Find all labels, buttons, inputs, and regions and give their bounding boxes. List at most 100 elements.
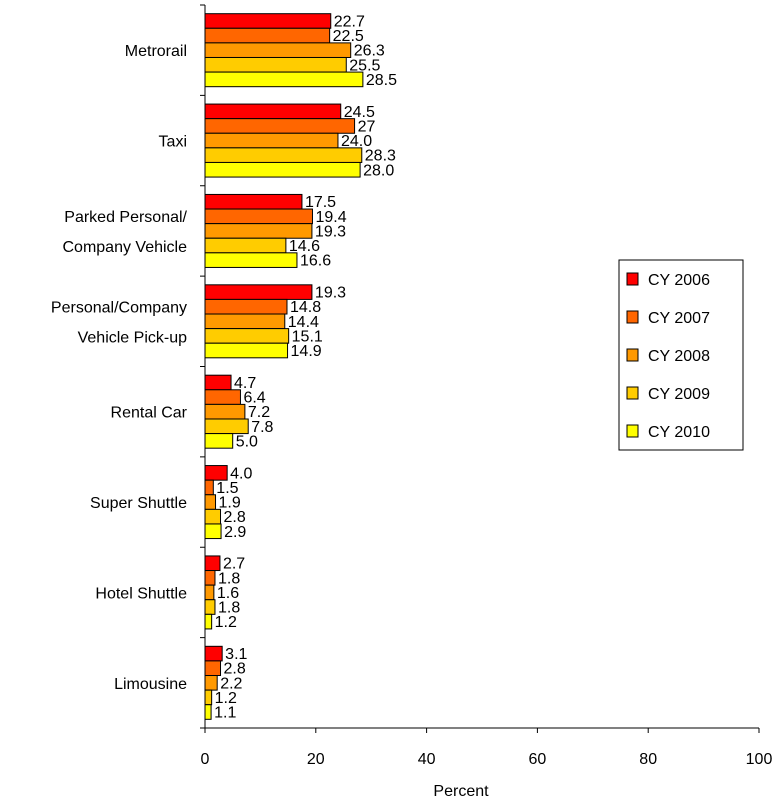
value-label: 14.8 xyxy=(290,299,321,316)
bar xyxy=(204,118,356,134)
bar xyxy=(204,223,313,239)
value-label: 4.0 xyxy=(230,465,252,482)
bar xyxy=(204,570,216,586)
bar xyxy=(204,42,352,58)
x-axis: 0 20 40 60 80 100 xyxy=(201,727,773,768)
value-label: 28.0 xyxy=(363,162,394,179)
value-label: 26.3 xyxy=(354,43,385,60)
category-label-line: Taxi xyxy=(159,134,187,151)
category-label-line: Personal/Company xyxy=(51,299,187,316)
value-label: 19.4 xyxy=(315,209,346,226)
x-tick-label: 40 xyxy=(418,751,436,768)
category-label: Metrorail xyxy=(125,43,187,60)
value-label: 5.0 xyxy=(236,433,258,450)
value-label: 28.5 xyxy=(366,72,397,89)
x-tick-label: 80 xyxy=(639,751,657,768)
x-ticks-group: 0 20 40 60 80 100 xyxy=(201,728,773,768)
legend-label: CY 2008 xyxy=(648,348,710,365)
value-label: 1.9 xyxy=(219,495,241,512)
category-label-line: Limousine xyxy=(114,676,187,693)
bar xyxy=(204,660,222,677)
category-label: Limousine xyxy=(114,676,187,693)
value-label: 27 xyxy=(358,118,376,135)
legend-swatch xyxy=(626,310,639,324)
legend-label: CY 2010 xyxy=(648,424,710,441)
category-label-line: Super Shuttle xyxy=(90,495,187,512)
bar xyxy=(204,284,313,300)
value-label: 6.4 xyxy=(243,390,265,407)
value-label: 14.4 xyxy=(288,314,319,331)
bar xyxy=(204,313,286,330)
bar xyxy=(204,71,364,88)
bar xyxy=(204,418,249,435)
bar xyxy=(204,147,363,163)
value-label: 2.7 xyxy=(223,556,245,573)
x-tick-label: 100 xyxy=(746,751,773,768)
legend-swatch xyxy=(626,424,639,438)
value-label: 1.1 xyxy=(214,705,236,722)
value-label: 14.6 xyxy=(289,238,320,255)
value-label: 1.8 xyxy=(218,570,240,587)
value-label: 7.2 xyxy=(248,404,270,421)
value-label: 24.5 xyxy=(344,104,375,121)
value-label: 25.5 xyxy=(349,57,380,74)
value-label: 1.5 xyxy=(216,480,238,497)
value-label: 14.9 xyxy=(291,343,322,360)
value-label: 2.8 xyxy=(224,509,246,526)
legend-label: CY 2006 xyxy=(648,272,710,289)
bar xyxy=(204,494,217,510)
bar xyxy=(204,675,218,691)
x-axis-title: Percent xyxy=(433,783,489,800)
x-tick-label: 60 xyxy=(529,751,547,768)
bar xyxy=(204,193,303,210)
category-label: Taxi xyxy=(159,134,187,151)
bar xyxy=(204,704,212,720)
value-label: 4.7 xyxy=(234,375,256,392)
bar xyxy=(204,403,246,420)
bar xyxy=(204,613,213,630)
category-label-line: Parked Personal/ xyxy=(64,209,187,226)
value-label: 3.1 xyxy=(225,646,247,663)
value-label: 22.5 xyxy=(333,28,364,45)
category-label: Personal/Company Vehicle Pick-up xyxy=(51,299,187,346)
category-label-line: Metrorail xyxy=(125,43,187,60)
bar xyxy=(204,328,290,344)
bar xyxy=(204,208,313,225)
legend-label: CY 2009 xyxy=(648,386,710,403)
bar xyxy=(204,645,223,662)
category-label: Parked Personal/Company Vehicle xyxy=(62,209,187,256)
bar xyxy=(204,252,298,268)
bar xyxy=(204,599,216,615)
bar xyxy=(204,161,361,178)
y-ticks-group xyxy=(200,4,205,729)
legend-label: CY 2007 xyxy=(648,310,710,327)
bar xyxy=(204,103,342,120)
value-label: 22.7 xyxy=(334,13,365,30)
bar xyxy=(204,342,289,359)
value-label: 1.2 xyxy=(215,614,237,631)
category-label: Super Shuttle xyxy=(90,495,187,512)
category-label-line: Hotel Shuttle xyxy=(95,585,187,602)
legend-swatch xyxy=(626,348,639,362)
x-tick-label: 0 xyxy=(201,751,210,768)
value-label: 7.8 xyxy=(251,419,273,436)
bar xyxy=(204,27,331,44)
bar xyxy=(204,584,215,601)
bar xyxy=(204,132,339,149)
value-label: 19.3 xyxy=(315,285,346,302)
bar xyxy=(204,56,347,73)
category-label-line: Rental Car xyxy=(111,405,188,422)
value-label: 15.1 xyxy=(292,328,323,345)
value-label: 2.9 xyxy=(224,524,246,541)
bar xyxy=(204,374,232,391)
category-label-line: Company Vehicle xyxy=(62,239,187,256)
value-label: 24.0 xyxy=(341,133,372,150)
bar xyxy=(204,689,213,706)
legend-swatch xyxy=(626,272,639,286)
bar xyxy=(204,465,228,481)
value-label: 17.5 xyxy=(305,194,336,211)
legend: CY 2006 CY 2007 CY 2008 CY 2009 CY 2010 xyxy=(618,259,744,451)
value-label: 2.2 xyxy=(220,675,242,692)
